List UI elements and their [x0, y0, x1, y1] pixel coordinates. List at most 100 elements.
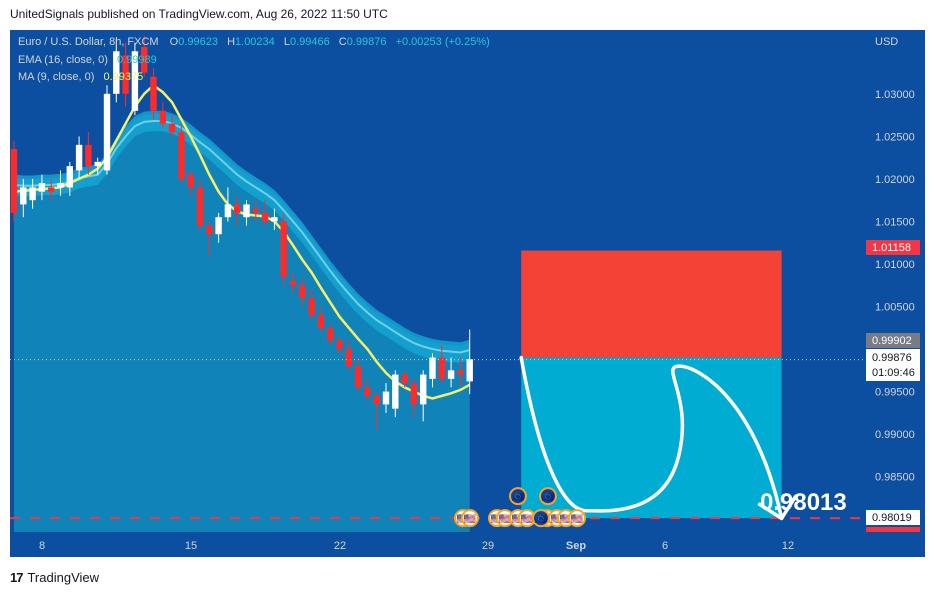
marker-flag: 🇺🇸: [464, 513, 477, 525]
last-price-label-bg: [866, 349, 920, 381]
candle: [20, 178, 27, 218]
eu-event-marker: 🇪🇺: [532, 509, 550, 528]
candle: [354, 357, 362, 392]
last-price-label: 0.99876: [872, 352, 912, 364]
target-annotation: 0.98013: [760, 489, 847, 516]
candle-body: [289, 281, 297, 286]
legend-c-label: C: [339, 36, 347, 48]
legend-ma-label: MA (9, close, 0): [18, 71, 94, 83]
target-arrow: [757, 494, 798, 521]
y-tick: 0.98500: [875, 472, 915, 484]
candle: [94, 157, 101, 175]
chart-legend: Euro / U.S. Dollar, 8h, FXCM O0.99623 H1…: [18, 36, 490, 83]
candle-body: [103, 93, 111, 171]
y-tick-label: 1.02500: [875, 131, 915, 143]
candle-body: [373, 395, 380, 405]
marker-ring: [509, 487, 527, 506]
y-tick: 1.02500: [875, 131, 915, 143]
candle: [178, 123, 185, 184]
candle: [196, 178, 204, 230]
marker-flag: 🇺🇸: [571, 513, 584, 525]
candle-body: [327, 327, 334, 341]
target-price-label: 0.98019: [872, 512, 912, 524]
legend-change: +0.00253 (+0.25%): [396, 36, 490, 48]
candle: [57, 170, 64, 196]
candle-body: [345, 349, 352, 367]
candle: [299, 276, 306, 307]
candle: [85, 132, 92, 175]
candle-body: [243, 204, 250, 218]
marker-ring: [568, 509, 586, 528]
take-profit-zone: [521, 357, 782, 519]
candle-body: [178, 132, 185, 179]
y-tick-label: 1.00500: [875, 302, 915, 314]
candle: [168, 115, 176, 137]
candle-body: [196, 187, 204, 226]
candle: [215, 212, 222, 243]
candle: [401, 370, 408, 388]
candle: [75, 136, 83, 179]
projection-path: [519, 355, 784, 521]
legend-h-value: 1.00234: [235, 36, 275, 48]
candle-body: [354, 366, 362, 388]
candle-body: [29, 187, 36, 201]
candle: [103, 85, 111, 175]
candle: [10, 140, 18, 222]
candle-body: [224, 204, 232, 218]
candle: [261, 200, 269, 226]
candle: [29, 178, 36, 209]
candle: [234, 195, 241, 226]
target-price-label-bg: [866, 510, 920, 525]
legend-h-label: H: [227, 36, 235, 48]
x-tick-label: 6: [662, 540, 668, 552]
time-axis-background: [10, 532, 925, 557]
candle-body: [392, 374, 399, 409]
x-tick-label: 8: [39, 540, 45, 552]
countdown-label: 01:09:46: [872, 367, 915, 379]
ema-line: [13, 120, 470, 354]
candle-body: [122, 55, 129, 94]
candle: [243, 200, 250, 226]
candle: [327, 323, 334, 345]
candle-body: [66, 166, 73, 188]
entry-price-label-bg: [866, 333, 920, 348]
candle-body: [429, 357, 436, 379]
marker-flag: 🇪🇺: [512, 491, 525, 503]
candle: [113, 38, 120, 103]
x-tick-label: 22: [334, 540, 346, 552]
candle: [131, 42, 139, 116]
candle-body: [10, 149, 18, 213]
y-tick-label: 0.99000: [875, 429, 915, 441]
candle-body: [252, 208, 259, 213]
candle-body: [336, 340, 343, 350]
overlay-layer: 🇺🇸🇺🇸🇺🇸🇺🇸🇺🇸🇺🇸🇺🇸🇺🇸🇺🇸🇺🇸🇪🇺🇪🇺🇪🇺: [10, 355, 865, 528]
marker-flag: 🇺🇸: [521, 513, 534, 525]
candle-body: [420, 374, 427, 405]
candle: [345, 340, 352, 371]
legend-l-label: L: [284, 36, 290, 48]
candle-body: [382, 391, 390, 405]
price-labels: 1.01158 0.99902 0.99876 01:09:46 0.98019: [866, 240, 920, 532]
candle-body: [280, 221, 287, 277]
candle: [289, 272, 297, 294]
candle-body: [364, 387, 371, 396]
candle: [317, 306, 325, 333]
eu-event-marker: 🇪🇺: [539, 487, 557, 506]
legend-ma-value: 0.99375: [103, 71, 143, 83]
candle: [308, 289, 315, 320]
y-tick: 1.01500: [875, 216, 915, 228]
price-axis-background: [865, 30, 925, 532]
candle-body: [215, 217, 222, 235]
candle-body: [234, 204, 241, 213]
y-tick-label: 1.03000: [875, 89, 915, 101]
candle: [420, 370, 427, 422]
candle: [252, 200, 259, 222]
us-event-marker: 🇺🇸: [568, 509, 586, 528]
candle-body: [187, 174, 194, 188]
candle: [206, 221, 213, 256]
eu-event-marker: 🇪🇺: [509, 487, 527, 506]
y-tick-label: 1.01500: [875, 216, 915, 228]
marker-ring: [461, 509, 479, 528]
stop-price-label-bg: [866, 240, 920, 255]
